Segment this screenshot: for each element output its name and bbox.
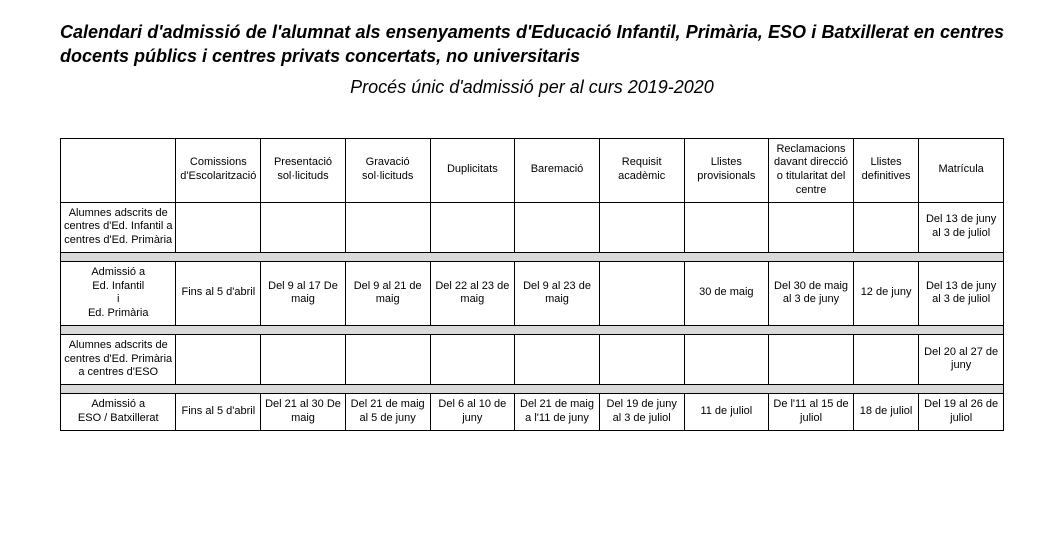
- cell: [769, 334, 854, 384]
- cell: Del 13 de juny al 3 de juliol: [919, 261, 1004, 325]
- cell: [176, 334, 261, 384]
- cell: [599, 261, 684, 325]
- cell: [769, 202, 854, 252]
- cell: [684, 334, 769, 384]
- table-header: Matrícula: [919, 138, 1004, 202]
- separator-row: [61, 252, 1004, 261]
- table-row: Admissió aEd. InfantiliEd. Primària Fins…: [61, 261, 1004, 325]
- table-header: Duplicitats: [430, 138, 515, 202]
- cell: [515, 202, 600, 252]
- table-header-row: Comissions d'Escolarització Presentació …: [61, 138, 1004, 202]
- table-header: Requisit acadèmic: [599, 138, 684, 202]
- table-row: Alumnes adscrits de centres d'Ed. Infant…: [61, 202, 1004, 252]
- admission-calendar-table: Comissions d'Escolarització Presentació …: [60, 138, 1004, 431]
- cell: Del 9 al 17 De maig: [261, 261, 346, 325]
- table-header: Llistes definitives: [853, 138, 918, 202]
- cell: Del 6 al 10 de juny: [430, 394, 515, 431]
- cell: Del 22 al 23 de maig: [430, 261, 515, 325]
- cell: [515, 334, 600, 384]
- page-title: Calendari d'admissió de l'alumnat als en…: [60, 20, 1004, 69]
- cell: [684, 202, 769, 252]
- cell: [261, 202, 346, 252]
- cell: [853, 202, 918, 252]
- cell: Del 19 de juny al 3 de juliol: [599, 394, 684, 431]
- cell: 12 de juny: [853, 261, 918, 325]
- cell: 30 de maig: [684, 261, 769, 325]
- cell: Del 30 de maig al 3 de juny: [769, 261, 854, 325]
- cell: De l'11 al 15 de juliol: [769, 394, 854, 431]
- cell: Fins al 5 d'abril: [176, 261, 261, 325]
- cell: [261, 334, 346, 384]
- cell: [176, 202, 261, 252]
- cell: Fins al 5 d'abril: [176, 394, 261, 431]
- table-header: Comissions d'Escolarització: [176, 138, 261, 202]
- cell: [599, 334, 684, 384]
- page-subtitle: Procés únic d'admissió per al curs 2019-…: [60, 77, 1004, 98]
- row-header: Admissió aESO / Batxillerat: [61, 394, 176, 431]
- row-header: Alumnes adscrits de centres d'Ed. Primàr…: [61, 334, 176, 384]
- table-header: Baremació: [515, 138, 600, 202]
- row-header: Alumnes adscrits de centres d'Ed. Infant…: [61, 202, 176, 252]
- separator-row: [61, 385, 1004, 394]
- cell: Del 19 al 26 de juliol: [919, 394, 1004, 431]
- table-row: Alumnes adscrits de centres d'Ed. Primàr…: [61, 334, 1004, 384]
- table-header: [61, 138, 176, 202]
- table-row: Admissió aESO / Batxillerat Fins al 5 d'…: [61, 394, 1004, 431]
- cell: [345, 334, 430, 384]
- table-header: Llistes provisionals: [684, 138, 769, 202]
- table-header: Presentació sol·licituds: [261, 138, 346, 202]
- cell: 18 de juliol: [853, 394, 918, 431]
- cell: Del 21 de maig al 5 de juny: [345, 394, 430, 431]
- cell: Del 21 al 30 De maig: [261, 394, 346, 431]
- table-header: Reclamacions davant direcció o titularit…: [769, 138, 854, 202]
- cell: Del 9 al 23 de maig: [515, 261, 600, 325]
- cell: Del 13 de juny al 3 de juliol: [919, 202, 1004, 252]
- cell: [345, 202, 430, 252]
- cell: [599, 202, 684, 252]
- cell: Del 20 al 27 de juny: [919, 334, 1004, 384]
- row-header: Admissió aEd. InfantiliEd. Primària: [61, 261, 176, 325]
- cell: [430, 334, 515, 384]
- cell: 11 de juliol: [684, 394, 769, 431]
- cell: [430, 202, 515, 252]
- cell: Del 9 al 21 de maig: [345, 261, 430, 325]
- cell: Del 21 de maig a l'11 de juny: [515, 394, 600, 431]
- table-header: Gravació sol·licituds: [345, 138, 430, 202]
- cell: [853, 334, 918, 384]
- separator-row: [61, 325, 1004, 334]
